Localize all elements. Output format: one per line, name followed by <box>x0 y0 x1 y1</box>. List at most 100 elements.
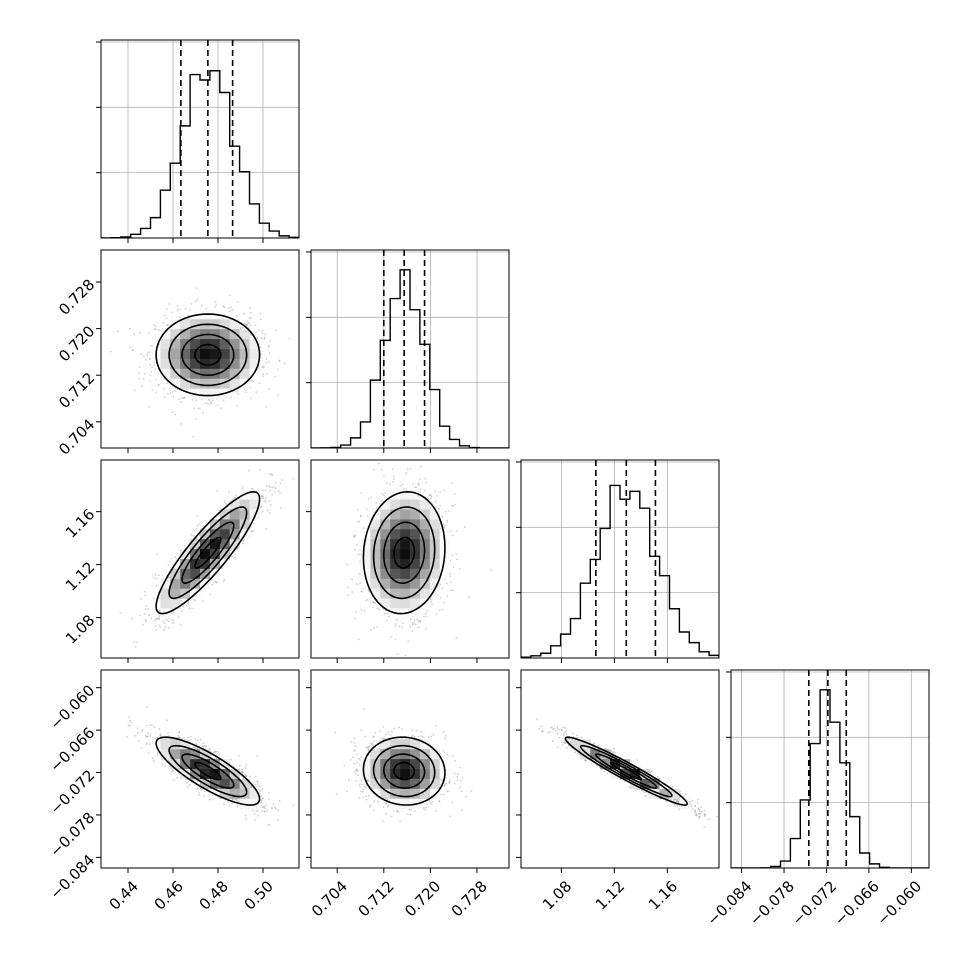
sample-point <box>360 491 363 494</box>
sample-point <box>261 365 264 368</box>
sample-point <box>267 360 270 363</box>
density-cell <box>249 368 260 379</box>
sample-point <box>200 304 203 307</box>
sample-point <box>244 323 247 326</box>
sample-point <box>143 590 146 593</box>
sample-point <box>425 612 427 615</box>
sample-point <box>145 735 148 738</box>
sample-point <box>266 373 268 375</box>
sample-point <box>142 623 144 626</box>
histogram-0 <box>101 70 299 238</box>
sample-point <box>198 407 201 410</box>
sample-point <box>193 407 196 410</box>
density-cell <box>249 339 260 350</box>
sample-point <box>456 558 458 561</box>
density-cell <box>219 319 230 330</box>
sample-point <box>418 484 420 487</box>
sample-point <box>386 482 388 484</box>
sample-point <box>390 635 393 638</box>
density-cell <box>429 509 440 520</box>
sample-point <box>409 467 412 470</box>
sample-point <box>360 590 363 593</box>
sample-point <box>264 489 267 492</box>
sample-point <box>419 619 422 622</box>
sample-point <box>163 387 165 390</box>
sample-point <box>165 619 168 622</box>
sample-point <box>383 494 385 497</box>
density-cell <box>239 509 250 520</box>
sample-point <box>258 469 261 471</box>
density-cell <box>429 529 440 540</box>
sample-point <box>195 527 198 530</box>
density-cell <box>249 349 260 360</box>
contour-2 <box>372 506 436 600</box>
sample-point <box>151 366 153 369</box>
sample-point <box>435 495 438 497</box>
sample-point <box>172 621 175 624</box>
histogram-1 <box>311 269 509 448</box>
sample-point <box>367 498 370 500</box>
sample-point <box>383 474 385 477</box>
density-cell <box>219 349 230 360</box>
sample-point <box>278 360 280 363</box>
sample-point <box>228 310 231 313</box>
sample-point <box>264 336 266 339</box>
density-cell <box>229 329 240 340</box>
sample-point <box>147 608 149 611</box>
sample-point <box>216 404 219 407</box>
sample-point <box>179 623 182 626</box>
sample-point <box>158 609 161 612</box>
density-cell <box>410 559 421 570</box>
sample-point <box>265 361 267 364</box>
sample-point <box>380 468 383 471</box>
density-cell <box>390 598 401 609</box>
sample-point <box>372 601 375 604</box>
density-cell <box>360 529 371 540</box>
sample-point <box>245 324 247 326</box>
sample-point <box>449 572 451 575</box>
sample-point <box>280 507 282 510</box>
sample-point <box>399 484 402 487</box>
sample-point <box>183 545 186 547</box>
sample-point <box>235 314 238 317</box>
panel-1-1 <box>306 249 510 453</box>
sample-point <box>222 399 225 402</box>
sample-point <box>360 515 363 518</box>
sample-point <box>158 615 161 618</box>
sample-point <box>153 328 156 331</box>
sample-point <box>250 379 253 382</box>
density-cell <box>170 349 181 360</box>
density-cell <box>219 368 230 379</box>
sample-point <box>204 402 207 405</box>
sample-point <box>177 616 180 619</box>
density-cell <box>200 349 211 360</box>
density-cell <box>200 549 211 560</box>
sample-point <box>168 576 170 579</box>
density-cell <box>200 539 211 550</box>
sample-point <box>171 619 174 621</box>
sample-point <box>193 534 195 537</box>
sample-point <box>417 482 420 485</box>
sample-point <box>381 492 384 495</box>
density-cell <box>390 499 401 510</box>
density-cell <box>380 598 391 609</box>
sample-point <box>396 653 399 656</box>
sample-point <box>138 366 141 369</box>
sample-point <box>202 525 205 528</box>
sample-point <box>154 328 157 331</box>
sample-point <box>394 637 397 640</box>
density-cell <box>400 568 411 580</box>
sample-point <box>490 569 493 571</box>
sample-point <box>166 382 169 385</box>
sample-point <box>195 417 197 420</box>
sample-point <box>455 637 458 640</box>
sample-point <box>258 329 260 332</box>
sample-point <box>370 629 373 631</box>
sample-point <box>273 486 276 489</box>
sample-point <box>366 515 369 518</box>
density-cell <box>400 578 411 589</box>
density-cell <box>190 578 201 589</box>
sample-point <box>268 346 270 348</box>
sample-point <box>274 487 277 490</box>
sample-point <box>133 641 135 643</box>
